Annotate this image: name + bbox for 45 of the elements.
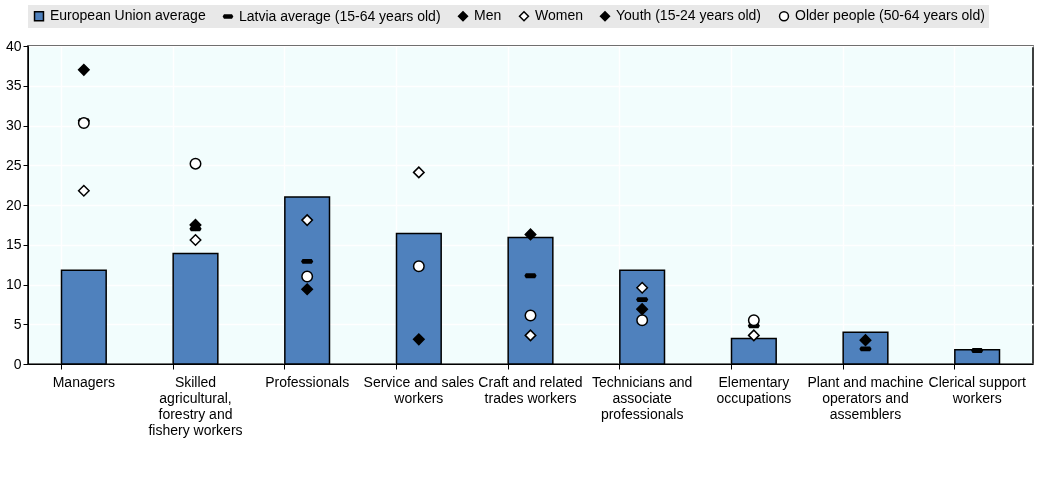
point — [189, 157, 202, 170]
y-tick-label: 5 — [13, 315, 22, 332]
y-tick-label: 30 — [5, 117, 22, 133]
point — [77, 184, 90, 197]
point — [636, 281, 649, 294]
x-tick-label: Service and sales workers — [363, 373, 475, 406]
point — [412, 260, 425, 273]
point — [77, 63, 90, 76]
point — [412, 166, 425, 179]
legend-label: Youth (15-24 years old) — [616, 7, 762, 24]
x-tick-label: Plant and machine operators and assemblers — [807, 373, 924, 422]
y-tick-label: 35 — [5, 77, 22, 94]
y-tick-label: 10 — [5, 276, 22, 292]
point — [189, 218, 202, 231]
x-tick-label: Craft and related trades workers — [478, 373, 583, 406]
y-tick-label: 20 — [5, 196, 22, 213]
y-tick-label: 15 — [5, 236, 22, 253]
point — [524, 309, 537, 322]
y-tick-label: 0 — [13, 355, 22, 372]
point — [524, 329, 537, 342]
legend-label: Latvia average (15-64 years old) — [239, 7, 441, 24]
x-tick-label: Professionals — [265, 373, 350, 390]
x-tick-label: Clerical support workers — [928, 373, 1026, 406]
x-tick-label: Skilled agricultural, forestry and fishery workers — [148, 373, 243, 438]
x-tick-label: Managers — [52, 373, 115, 390]
point — [301, 283, 314, 296]
x-tick-label: Technicians and associate professionals — [591, 373, 693, 422]
point — [189, 233, 202, 246]
point — [636, 314, 649, 327]
y-tick-label: 25 — [5, 156, 22, 173]
point — [859, 334, 872, 347]
point — [301, 270, 314, 283]
point — [636, 303, 649, 316]
legend-label: European Union average — [50, 7, 206, 24]
y-tick-label: 40 — [5, 37, 22, 54]
point — [524, 228, 537, 241]
legend-label: Women — [535, 7, 583, 24]
legend-label: Older people (50-64 years old) — [795, 7, 985, 24]
legend-label: Men — [474, 7, 502, 24]
point — [747, 329, 760, 342]
point — [412, 333, 425, 346]
point — [747, 314, 760, 327]
point — [301, 214, 314, 227]
x-tick-label: Elementary occupations — [716, 373, 792, 406]
point — [77, 117, 90, 130]
